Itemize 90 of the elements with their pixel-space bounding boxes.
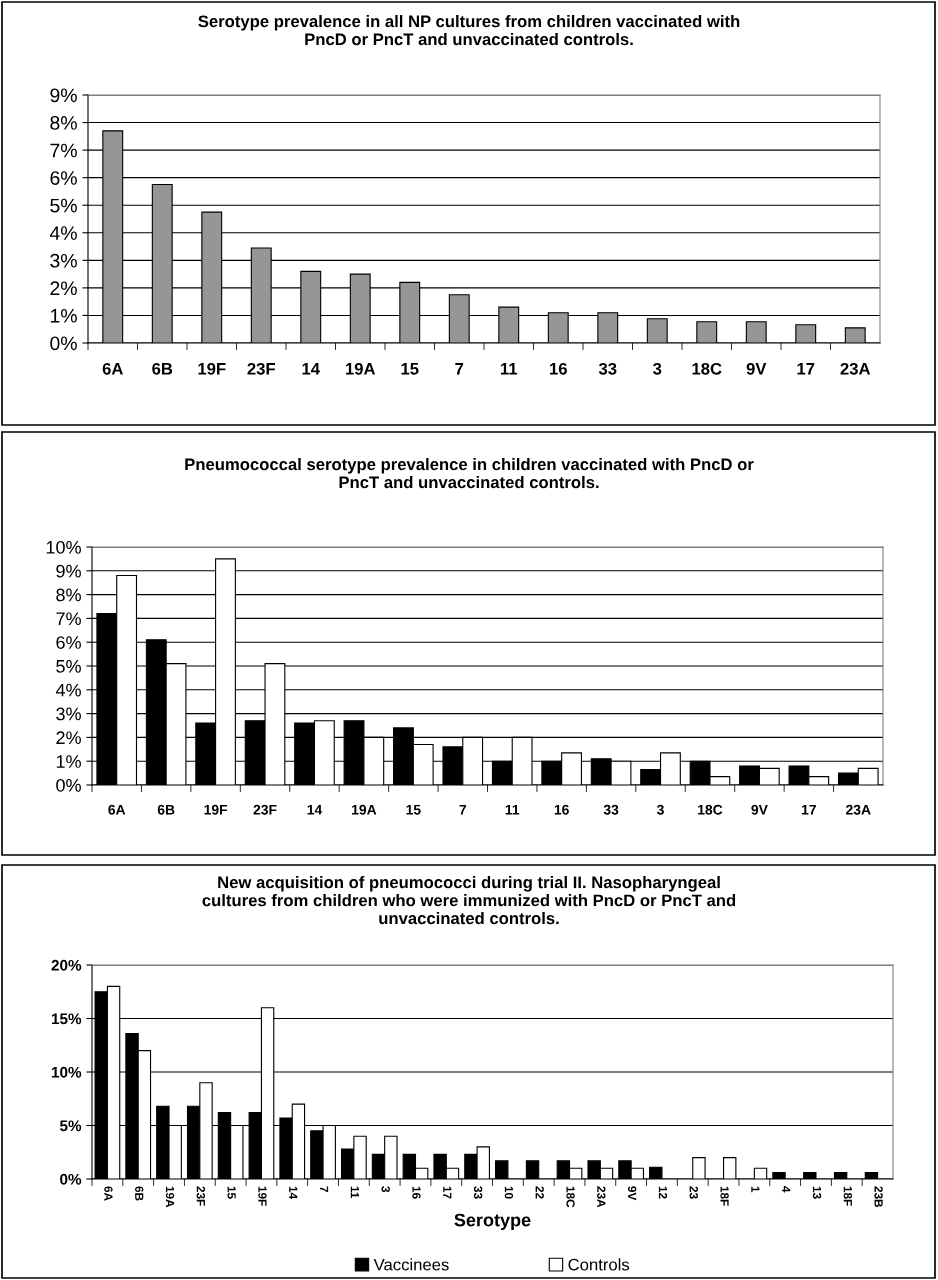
x-tick-label: 15: [406, 804, 421, 815]
x-tick-label: 22: [535, 1186, 544, 1199]
y-tick-label: 6%: [50, 171, 77, 185]
x-tick-label: 6B: [135, 1186, 144, 1201]
x-tick-label: 18C: [692, 362, 722, 375]
y-tick-label: 0%: [50, 336, 77, 351]
y-tick-label: 1%: [56, 755, 81, 768]
x-tick-label: 14: [307, 804, 323, 815]
x-tick-label: 16: [550, 362, 567, 375]
x-tick-label: 7: [320, 1186, 329, 1192]
x-tick-label: 9V: [627, 1186, 637, 1201]
legend-label: Controls: [568, 1258, 630, 1271]
x-tick-label: 3: [653, 362, 662, 375]
y-tick-label: 3%: [50, 253, 77, 268]
x-tick-label: 23A: [846, 804, 871, 815]
chart-title: Pneumococcal serotype prevalence in children vaccinated with PncD or PncT and unvaccinated controls.: [185, 458, 754, 489]
x-tick-label: 11: [350, 1186, 359, 1199]
y-tick-label: 6%: [56, 636, 81, 649]
x-tick-label: 6A: [102, 362, 123, 375]
x-tick-label: 7: [459, 804, 467, 815]
y-tick-label: 15%: [51, 1013, 82, 1025]
x-tick-label: 19A: [352, 804, 377, 815]
y-tick-label: 5%: [59, 1120, 82, 1132]
x-tick-label: 10: [504, 1186, 514, 1199]
x-tick-label: 4: [782, 1186, 791, 1193]
x-tick-label: 19F: [258, 1186, 267, 1206]
x-tick-label: 23A: [840, 362, 871, 375]
x-tick-label: 23B: [874, 1186, 883, 1208]
x-tick-label: 1: [751, 1186, 760, 1193]
y-tick-label: 0%: [60, 1173, 82, 1185]
x-tick-label: 15: [401, 363, 419, 375]
x-tick-label: 9V: [746, 362, 767, 375]
x-tick-label: 6A: [108, 804, 126, 815]
x-tick-label: 15: [227, 1186, 236, 1199]
y-tick-label: 10%: [51, 1066, 82, 1078]
y-tick-label: 10%: [46, 540, 81, 554]
x-tick-label: 17: [801, 804, 816, 815]
y-tick-label: 8%: [56, 588, 81, 602]
x-tick-label: 14: [289, 1186, 298, 1200]
x-tick-label: 19A: [165, 1186, 175, 1208]
x-tick-label: 17: [443, 1186, 452, 1199]
x-tick-label: 6A: [104, 1186, 113, 1201]
x-tick-label: 7: [455, 363, 464, 375]
x-tick-label: 18C: [566, 1186, 575, 1208]
y-tick-label: 4%: [49, 226, 77, 240]
x-tick-label: 33: [473, 1186, 483, 1199]
x-tick-label: 23F: [253, 804, 277, 815]
x-tick-label: 17: [797, 363, 815, 375]
x-tick-label: 19F: [198, 362, 226, 375]
x-tick-label: 12: [658, 1186, 668, 1199]
x-tick-label: 16: [554, 804, 569, 815]
x-tick-label: 6B: [152, 362, 173, 375]
x-tick-label: 9V: [751, 804, 768, 815]
x-tick-label: 18F: [720, 1186, 729, 1206]
y-tick-label: 9%: [50, 88, 77, 103]
y-tick-label: 4%: [55, 683, 81, 697]
y-tick-label: 5%: [56, 660, 81, 673]
x-tick-label: 14: [302, 363, 320, 375]
legend-label: Vaccinees: [373, 1258, 449, 1271]
x-tick-label: 18F: [843, 1186, 852, 1206]
x-tick-label: 33: [603, 804, 619, 815]
x-tick-label: 11: [500, 363, 518, 375]
x-tick-label: 16: [412, 1186, 421, 1199]
x-tick-label: 23A: [597, 1186, 606, 1208]
y-tick-label: 2%: [56, 731, 81, 745]
x-tick-label: 18C: [698, 804, 723, 815]
x-tick-label: 3: [656, 804, 664, 815]
x-tick-label: 6B: [157, 804, 175, 815]
x-tick-label: 23F: [196, 1186, 206, 1206]
chart-title: New acquisition of pneumococci during trial II. Nasopharyngeal cultures from children who were immunized with PncD or PncT and unvaccinated controls.: [202, 876, 736, 925]
y-tick-label: 7%: [56, 612, 81, 626]
x-tick-label: 23F: [247, 362, 275, 375]
y-tick-label: 2%: [50, 281, 77, 296]
x-tick-label: 23: [689, 1186, 698, 1199]
y-tick-label: 1%: [50, 309, 77, 323]
x-tick-label: 3: [381, 1186, 390, 1193]
y-tick-label: 9%: [56, 564, 81, 578]
y-tick-label: 3%: [56, 707, 81, 721]
y-tick-label: 20%: [51, 959, 82, 971]
y-tick-label: 7%: [50, 143, 77, 158]
x-tick-label: 19A: [346, 362, 376, 375]
x-axis-title: Serotype: [454, 1213, 531, 1230]
x-tick-label: 19F: [204, 804, 228, 815]
y-tick-label: 5%: [50, 198, 77, 213]
x-tick-label: 13: [812, 1186, 822, 1199]
chart-title: Serotype prevalence in all NP cultures from children vaccinated with PncD or PncT and unvaccinated controls.: [198, 15, 740, 46]
y-tick-label: 0%: [56, 778, 81, 792]
x-tick-label: 33: [598, 362, 617, 375]
y-tick-label: 8%: [50, 116, 77, 130]
x-tick-label: 11: [505, 804, 520, 815]
